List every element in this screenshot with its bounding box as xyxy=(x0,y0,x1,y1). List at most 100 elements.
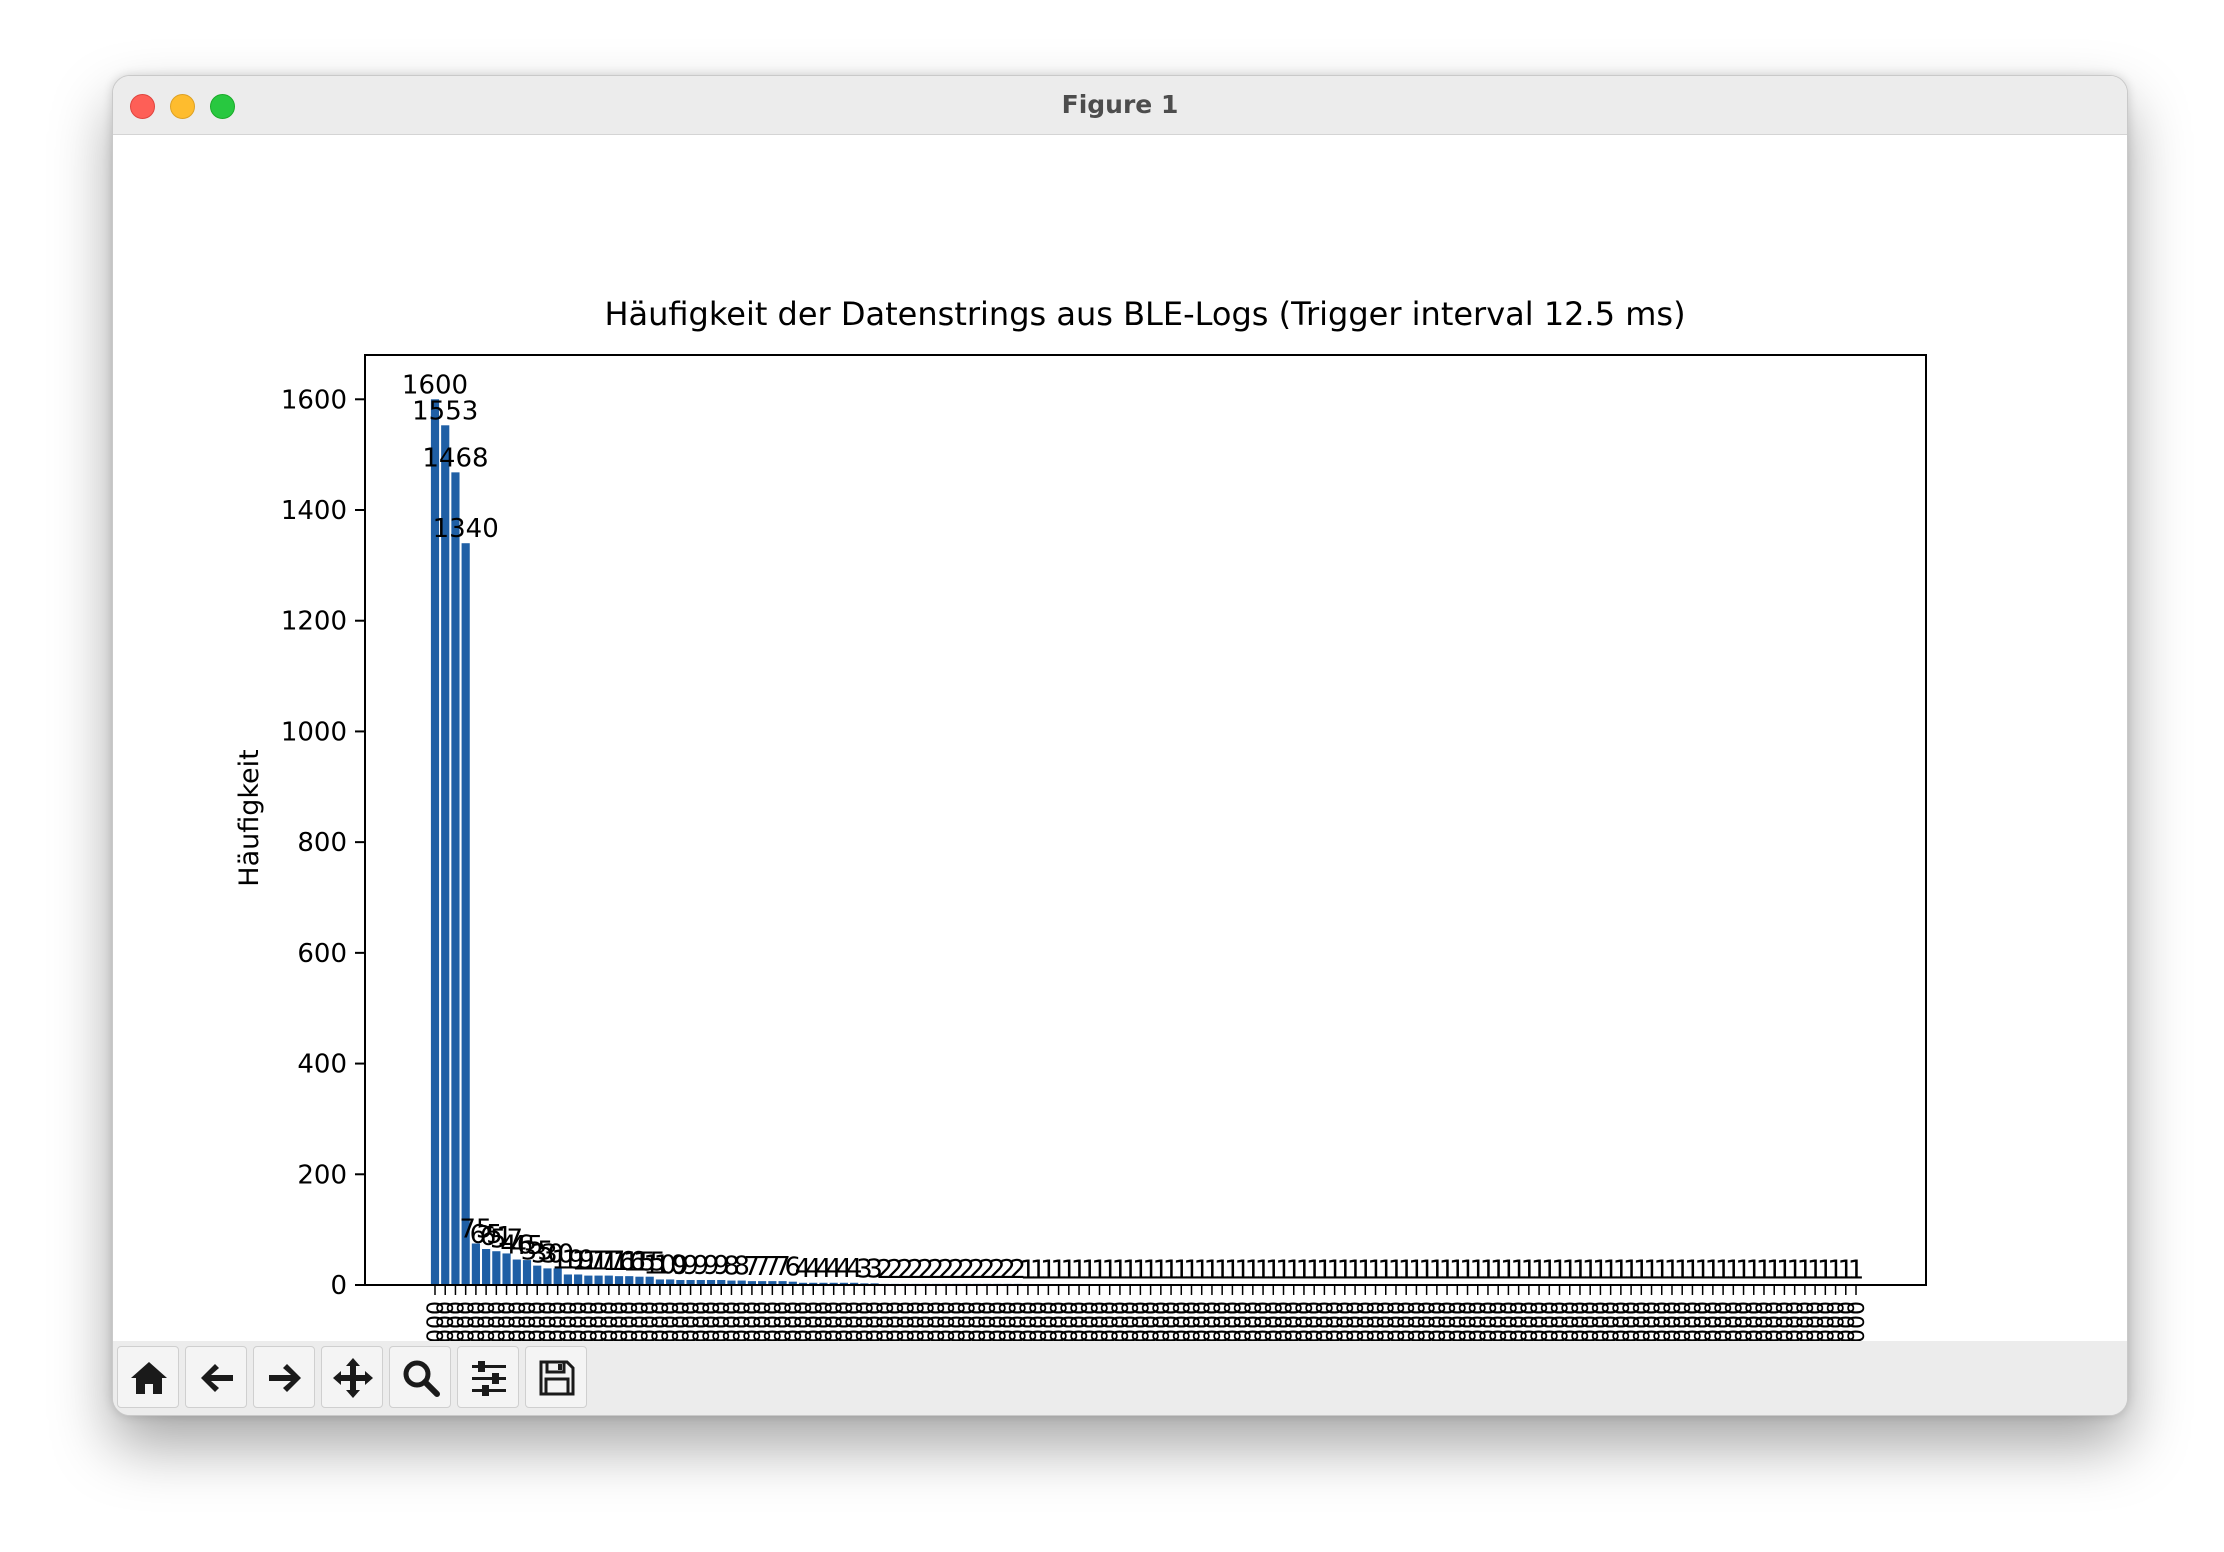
x-tick-label: 0000000000 xyxy=(1733,1301,1758,1341)
x-tick-label: 0000000000 xyxy=(475,1301,500,1341)
floppy-disk-icon xyxy=(539,1360,575,1396)
bar-value-label: 57 xyxy=(490,1224,523,1254)
bar-value-label: 1 xyxy=(1204,1255,1221,1285)
bar-value-label: 1 xyxy=(1500,1255,1517,1285)
bar-value-label: 1 xyxy=(1694,1255,1711,1285)
x-tick-label: 0000000000 xyxy=(1835,1301,1860,1341)
save-button[interactable] xyxy=(525,1346,587,1408)
x-tick-label: 0000000000 xyxy=(1487,1301,1512,1341)
x-tick-label: 0000000000 xyxy=(496,1301,521,1341)
bar xyxy=(747,1281,757,1285)
x-tick-label: 0000000000 xyxy=(567,1301,592,1341)
forward-button[interactable] xyxy=(253,1346,315,1408)
configure-subplots-button[interactable] xyxy=(457,1346,519,1408)
bar-value-label: 1 xyxy=(1326,1255,1343,1285)
x-tick-label: 0000000000 xyxy=(680,1301,705,1341)
bar-value-label: 1 xyxy=(1061,1255,1078,1285)
x-tick-label: 0000000000 xyxy=(1068,1301,1093,1341)
y-tick-label: 1400 xyxy=(281,496,347,526)
x-tick-label: 0000000000 xyxy=(1559,1301,1584,1341)
x-tick-label: 0000000000 xyxy=(833,1301,858,1341)
bar-value-label: 1 xyxy=(1572,1255,1589,1285)
bars xyxy=(430,399,1861,1285)
bar-value-label: 1 xyxy=(1418,1255,1435,1285)
bar-value-label: 2 xyxy=(907,1255,924,1285)
bar-value-label: 1 xyxy=(1756,1255,1773,1285)
y-tick-label: 1600 xyxy=(281,385,347,415)
x-tick-label: 0000000000 xyxy=(1385,1301,1410,1341)
bar xyxy=(768,1281,777,1285)
zoom-button[interactable] xyxy=(389,1346,451,1408)
x-tick-label: 0000000000 xyxy=(1405,1301,1430,1341)
y-tick-label: 1000 xyxy=(281,717,347,747)
bar-value-label: 9 xyxy=(682,1251,699,1281)
bar xyxy=(829,1282,838,1285)
y-axis-label: Häufigkeit xyxy=(234,749,265,886)
bar xyxy=(809,1282,818,1285)
x-tick-label: 0000000000 xyxy=(434,1301,459,1341)
x-tick-label: 0000000000 xyxy=(1651,1301,1676,1341)
bar xyxy=(512,1259,521,1285)
title-bar: Figure 1 xyxy=(113,76,2127,135)
bar xyxy=(696,1280,705,1285)
x-tick-label: 0000000000 xyxy=(577,1301,602,1341)
x-tick-label: 0000000000 xyxy=(782,1301,807,1341)
bar-value-label: 8 xyxy=(723,1252,740,1282)
x-tick-label: 0000000000 xyxy=(1436,1301,1461,1341)
bar xyxy=(563,1274,572,1285)
bar xyxy=(635,1276,644,1285)
x-tick-label: 0000000000 xyxy=(956,1301,981,1341)
bar xyxy=(655,1279,664,1285)
x-tick-label: 0000000000 xyxy=(966,1301,991,1341)
bar-value-label: 1468 xyxy=(422,443,488,473)
x-tick-label: 0000000000 xyxy=(547,1301,572,1341)
x-tick-label: 0000000000 xyxy=(843,1301,868,1341)
bar-value-label: 9 xyxy=(693,1251,710,1281)
x-tick-label: 0000000000 xyxy=(1150,1301,1175,1341)
x-tick-label: 0000000000 xyxy=(1528,1301,1553,1341)
bar-value-label: 1 xyxy=(1561,1255,1578,1285)
x-tick-label: 0000000000 xyxy=(1825,1301,1850,1341)
x-tick-label: 0000000000 xyxy=(1600,1301,1625,1341)
bar-value-label: 1 xyxy=(1459,1255,1476,1285)
figure-canvas[interactable]: Häufigkeit der Datenstrings aus BLE-Logs… xyxy=(113,135,2127,1341)
x-tick-label: 0000000000 xyxy=(1048,1301,1073,1341)
x-tick-label: 0000000000 xyxy=(1119,1301,1144,1341)
home-button[interactable] xyxy=(117,1346,179,1408)
x-tick-label: 0000000000 xyxy=(1671,1301,1696,1341)
x-tick-label: 0000000000 xyxy=(588,1301,613,1341)
x-tick-label: 0000000000 xyxy=(1457,1301,1482,1341)
bar-value-label: 10 xyxy=(643,1250,676,1280)
zoom-window-button[interactable] xyxy=(210,94,235,119)
bar-value-label: 1 xyxy=(1633,1255,1650,1285)
bar-value-label: 19 xyxy=(562,1245,595,1275)
x-tick-label: 0000000000 xyxy=(1211,1301,1236,1341)
bar xyxy=(758,1281,767,1285)
bar-value-label: 1340 xyxy=(433,514,499,544)
bar xyxy=(543,1268,552,1285)
x-tick-label: 0000000000 xyxy=(1814,1301,1839,1341)
x-tick-label: 0000000000 xyxy=(945,1301,970,1341)
x-tick-label: 0000000000 xyxy=(1334,1301,1359,1341)
x-tick-label: 0000000000 xyxy=(996,1301,1021,1341)
bar-value-label: 8 xyxy=(733,1252,750,1282)
bar-value-label: 1 xyxy=(1245,1255,1262,1285)
bar xyxy=(686,1280,695,1285)
pan-button[interactable] xyxy=(321,1346,383,1408)
bar-value-label: 1 xyxy=(1081,1255,1098,1285)
close-button[interactable] xyxy=(130,94,155,119)
bar-value-label: 3 xyxy=(856,1254,873,1284)
bar xyxy=(451,472,460,1285)
x-tick-label: 0000000000 xyxy=(741,1301,766,1341)
x-tick-label: 0000000000 xyxy=(812,1301,837,1341)
bar-value-label: 3 xyxy=(866,1254,883,1284)
x-tick-label: 0000000000 xyxy=(1569,1301,1594,1341)
bar-value-label: 1 xyxy=(1142,1255,1159,1285)
x-tick-label: 0000000000 xyxy=(618,1301,643,1341)
minimize-button[interactable] xyxy=(170,94,195,119)
back-button[interactable] xyxy=(185,1346,247,1408)
bar xyxy=(706,1280,716,1285)
chart-title: Häufigkeit der Datenstrings aus BLE-Logs… xyxy=(604,295,1685,333)
bar-value-label: 1 xyxy=(1613,1255,1630,1285)
x-tick-label: 0000000000 xyxy=(526,1301,551,1341)
